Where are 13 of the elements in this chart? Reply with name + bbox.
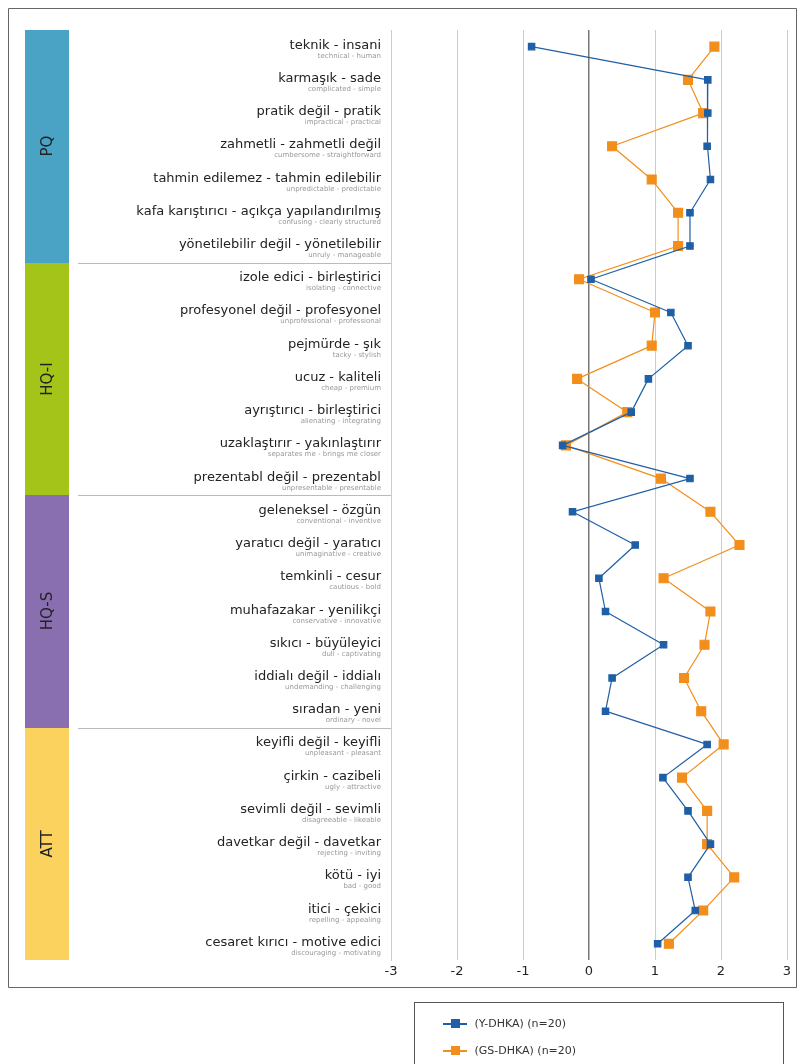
color-tab: ATT bbox=[25, 727, 69, 961]
x-tick-label: 0 bbox=[584, 962, 594, 978]
x-tick-label: -3 bbox=[384, 962, 398, 978]
color-tab: HQ-S bbox=[25, 495, 69, 728]
legend-label: (GS-DHKA) (n=20) bbox=[474, 1044, 577, 1057]
x-tick-label: 1 bbox=[650, 962, 660, 978]
x-tick-label: 2 bbox=[716, 962, 726, 978]
color-tab: HQ-I bbox=[25, 262, 69, 496]
x-tick-label: -2 bbox=[450, 962, 464, 978]
color-tab: PQ bbox=[25, 30, 69, 263]
legend-label: (Y-DHKA) (n=20) bbox=[474, 1017, 567, 1030]
x-tick-label: -1 bbox=[516, 962, 530, 978]
x-tick-label: 3 bbox=[782, 962, 792, 978]
